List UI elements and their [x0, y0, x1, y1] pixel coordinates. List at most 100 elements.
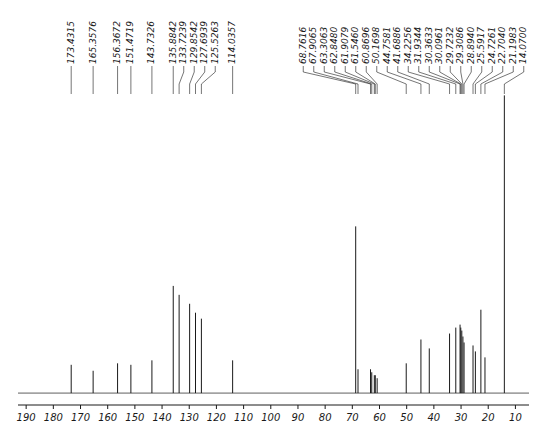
x-axis: 1901801701601501401301201101009080706050… [17, 405, 529, 423]
x-tick-label: 10 [509, 412, 522, 423]
peak-label: 114.0357 [227, 21, 237, 64]
x-tick-label: 150 [125, 412, 144, 423]
leader-line [117, 66, 118, 94]
peak-label: 24.7261 [487, 27, 497, 64]
peak-label: 34.2256 [403, 27, 413, 64]
x-tick-label: 110 [234, 412, 253, 423]
peak [484, 357, 485, 393]
x-tick-label: 60 [373, 412, 386, 423]
x-tick [406, 405, 407, 409]
peak-label: 31.9344 [413, 27, 423, 64]
x-tick [243, 405, 244, 409]
peak [461, 331, 462, 394]
leader-line [324, 66, 370, 94]
peak-label: 165.3576 [88, 21, 98, 64]
leader-line [232, 66, 233, 94]
x-tick [216, 405, 217, 409]
peak [475, 351, 476, 393]
leader-line [366, 66, 377, 94]
peak-label: 25.5917 [476, 27, 486, 64]
peak [462, 337, 463, 394]
peak-label: 62.8480 [329, 27, 339, 64]
x-tick [270, 405, 271, 409]
leader-line [356, 66, 376, 94]
chart: 1901801701601501401301201101009080706050… [0, 0, 547, 443]
peak-label: 29.7232 [445, 27, 455, 64]
peak-label: 67.9065 [308, 27, 318, 64]
x-tick [297, 405, 298, 409]
leader-line [377, 66, 406, 94]
leader-line [450, 66, 462, 94]
leader-line [303, 66, 355, 94]
peak [179, 295, 180, 393]
peak [406, 363, 407, 393]
peak [460, 325, 461, 393]
peak [371, 372, 372, 393]
leader-line [473, 66, 482, 94]
x-tick-label: 180 [44, 412, 63, 423]
peak [117, 363, 118, 393]
x-tick [80, 405, 81, 409]
leader-line [179, 66, 184, 94]
peak [71, 365, 72, 393]
leader-line [504, 66, 523, 94]
x-tick-label: 30 [455, 412, 468, 423]
peak [460, 328, 461, 394]
peak-label: 61.9079 [340, 27, 350, 64]
peak [374, 375, 375, 393]
peak-label: 29.3086 [455, 27, 465, 64]
leader-line [190, 66, 195, 94]
peak-label: 135.8842 [168, 21, 178, 64]
peak-label: 133.7239 [178, 21, 188, 64]
leader-line [429, 66, 460, 94]
leader-line [196, 66, 205, 94]
peak [195, 313, 196, 393]
peak [358, 369, 359, 393]
peak-label: 50.1698 [371, 27, 381, 64]
x-tick [134, 405, 135, 409]
peak-label: 61.5460 [350, 27, 360, 64]
x-tick-label: 120 [207, 412, 226, 423]
x-tick-label: 190 [17, 412, 36, 423]
leader-line [71, 66, 72, 94]
leader-line [173, 66, 174, 94]
peak-label: 60.8696 [361, 27, 371, 64]
leader-line [201, 66, 215, 94]
peak-label: 21.1983 [508, 27, 518, 64]
peak-label: 14.0700 [518, 27, 528, 64]
leader-line [464, 66, 471, 94]
x-tick [325, 405, 326, 409]
peak [232, 360, 233, 393]
peak [473, 345, 474, 393]
peak-label: 30.3633 [424, 27, 434, 64]
peak-label: 44.7581 [382, 27, 392, 64]
baseline [18, 393, 529, 394]
peak [130, 365, 131, 393]
x-tick [53, 405, 54, 409]
x-tick-label: 100 [261, 412, 280, 423]
peak-label: 30.0961 [434, 27, 444, 64]
peak-labels: 173.4315165.3576156.3672151.4719143.7326… [66, 21, 529, 94]
peak [370, 369, 371, 393]
x-tick-label: 170 [71, 412, 90, 423]
peak-label: 125.5263 [210, 21, 220, 64]
x-tick-label: 70 [346, 412, 359, 423]
peak-label: 173.4315 [66, 21, 76, 64]
peak-label: 129.8542 [189, 21, 199, 64]
peak [504, 95, 505, 393]
peak-label: 68.7616 [298, 27, 308, 64]
leader-line [387, 66, 421, 94]
peak [464, 342, 465, 393]
peak [455, 328, 456, 394]
leader-line [475, 66, 492, 94]
x-tick [26, 405, 27, 409]
leader-line [93, 66, 94, 94]
x-tick-label: 90 [292, 412, 305, 423]
peak [377, 378, 378, 393]
x-tick [352, 405, 353, 409]
peak [449, 334, 450, 394]
peak-label: 28.8940 [466, 27, 476, 64]
x-axis-line [18, 405, 529, 406]
peak-label: 63.3063 [319, 27, 329, 64]
x-tick [433, 405, 434, 409]
